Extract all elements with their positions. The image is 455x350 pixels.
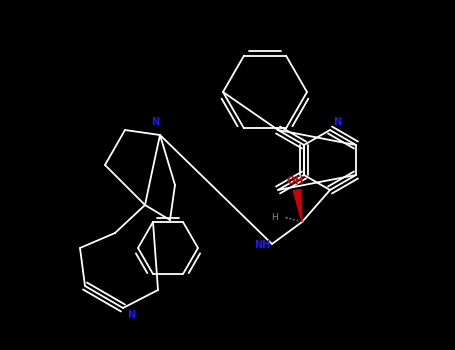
Polygon shape xyxy=(293,189,302,222)
Text: H: H xyxy=(271,212,278,222)
Text: N: N xyxy=(333,117,341,127)
Text: NH: NH xyxy=(254,240,270,250)
Text: N: N xyxy=(151,117,159,127)
Text: N: N xyxy=(127,310,135,320)
Text: OH: OH xyxy=(286,176,304,186)
